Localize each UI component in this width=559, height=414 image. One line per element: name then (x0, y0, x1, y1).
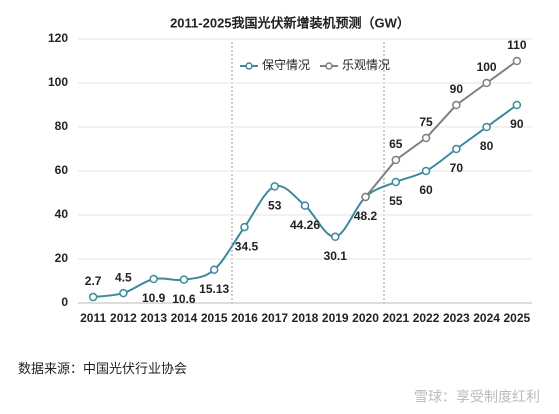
data-label: 34.5 (235, 239, 259, 253)
marker (149, 274, 158, 284)
data-label: 65 (389, 137, 403, 151)
x-tick-label: 2013 (140, 311, 167, 325)
data-label: 15.13 (199, 282, 229, 296)
marker (452, 144, 461, 154)
data-label: 10.6 (172, 292, 196, 306)
source: 数据来源：中国光伏行业协会 (18, 361, 187, 376)
y-tick-label: 120 (48, 31, 68, 45)
data-label: 90 (450, 82, 464, 96)
marker (300, 201, 310, 210)
y-tick-label: 40 (55, 207, 69, 221)
y-tick-label: 20 (55, 251, 69, 265)
y-tick-label: 60 (55, 163, 69, 177)
x-tick-label: 2011 (80, 311, 106, 325)
marker (452, 100, 461, 110)
marker (512, 56, 522, 66)
x-tick-label: 2020 (352, 311, 379, 325)
marker (270, 182, 279, 191)
marker (391, 177, 401, 187)
marker (421, 166, 431, 176)
x-tick-label: 2016 (231, 311, 258, 325)
data-label: 75 (419, 115, 433, 129)
data-label: 70 (450, 161, 464, 175)
data-label: 2.7 (85, 274, 102, 288)
legend-marker (325, 62, 333, 70)
watermark: 雪球：享受制度红利 (414, 389, 540, 405)
x-tick-label: 2025 (504, 311, 531, 325)
x-tick-label: 2018 (292, 311, 319, 325)
data-label: 90 (510, 117, 524, 131)
marker (512, 100, 522, 110)
marker (119, 288, 128, 298)
legend-label: 乐观情况 (342, 58, 390, 72)
legend-label: 保守情况 (262, 58, 310, 72)
data-label: 55 (389, 194, 403, 208)
marker (482, 78, 491, 88)
marker (482, 122, 491, 132)
x-tick-label: 2017 (261, 311, 288, 325)
x-tick-label: 2024 (473, 311, 500, 325)
data-label: 48.2 (354, 209, 378, 223)
y-tick-label: 80 (55, 119, 69, 133)
x-tick-label: 2012 (110, 311, 137, 325)
x-tick-label: 2014 (171, 311, 198, 325)
data-label: 110 (507, 38, 527, 52)
data-label: 4.5 (115, 270, 132, 284)
data-label: 53 (268, 199, 282, 213)
x-tick-label: 2021 (382, 311, 409, 325)
x-tick-label: 2022 (413, 311, 440, 325)
marker (209, 265, 219, 274)
y-tick-label: 0 (61, 295, 68, 309)
data-label: 30.1 (324, 249, 348, 263)
x-tick-label: 2019 (322, 311, 349, 325)
marker (421, 133, 431, 143)
x-tick-label: 2023 (443, 311, 470, 325)
data-label: 80 (480, 139, 494, 153)
data-label: 44.26 (290, 218, 320, 232)
marker (179, 275, 189, 284)
marker (331, 232, 340, 242)
x-tick-label: 2015 (201, 311, 228, 325)
legend-marker (245, 62, 253, 70)
chart-title: 2011-2025我国光伏新增装机预测（GW） (170, 15, 410, 30)
marker (391, 155, 401, 165)
data-label: 10.9 (142, 291, 166, 305)
series-line (364, 60, 518, 198)
y-tick-label: 100 (48, 75, 68, 89)
marker (361, 192, 370, 202)
data-label: 100 (477, 60, 497, 74)
series-line (93, 104, 518, 299)
marker (88, 292, 98, 302)
data-label: 60 (419, 183, 433, 197)
marker (240, 222, 249, 232)
